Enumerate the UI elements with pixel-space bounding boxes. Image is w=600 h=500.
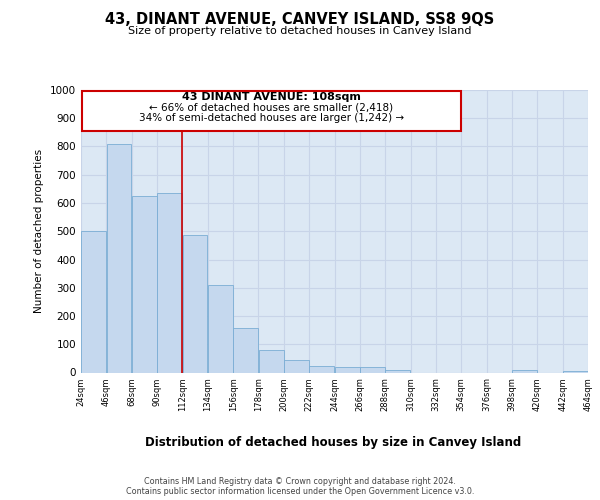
Bar [107,144,131,372]
Bar [157,193,182,372]
Text: ← 66% of detached houses are smaller (2,418): ← 66% of detached houses are smaller (2,… [149,103,394,113]
Bar [259,350,284,372]
Text: 43 DINANT AVENUE: 108sqm: 43 DINANT AVENUE: 108sqm [182,92,361,102]
Bar [284,360,309,372]
Text: 34% of semi-detached houses are larger (1,242) →: 34% of semi-detached houses are larger (… [139,113,404,123]
Text: 43, DINANT AVENUE, CANVEY ISLAND, SS8 9QS: 43, DINANT AVENUE, CANVEY ISLAND, SS8 9Q… [106,12,494,28]
Bar [335,367,359,372]
FancyBboxPatch shape [82,91,461,131]
Bar [310,366,334,372]
Y-axis label: Number of detached properties: Number of detached properties [34,149,44,314]
Bar [385,370,410,372]
Bar [81,231,106,372]
Text: Contains HM Land Registry data © Crown copyright and database right 2024.: Contains HM Land Registry data © Crown c… [144,476,456,486]
Text: Size of property relative to detached houses in Canvey Island: Size of property relative to detached ho… [128,26,472,36]
Text: Contains public sector information licensed under the Open Government Licence v3: Contains public sector information licen… [126,486,474,496]
Bar [132,196,157,372]
Text: Distribution of detached houses by size in Canvey Island: Distribution of detached houses by size … [145,436,521,449]
Bar [563,371,588,372]
Bar [233,328,258,372]
Bar [208,285,233,372]
Bar [512,370,537,372]
Bar [360,367,385,372]
Bar [182,236,208,372]
